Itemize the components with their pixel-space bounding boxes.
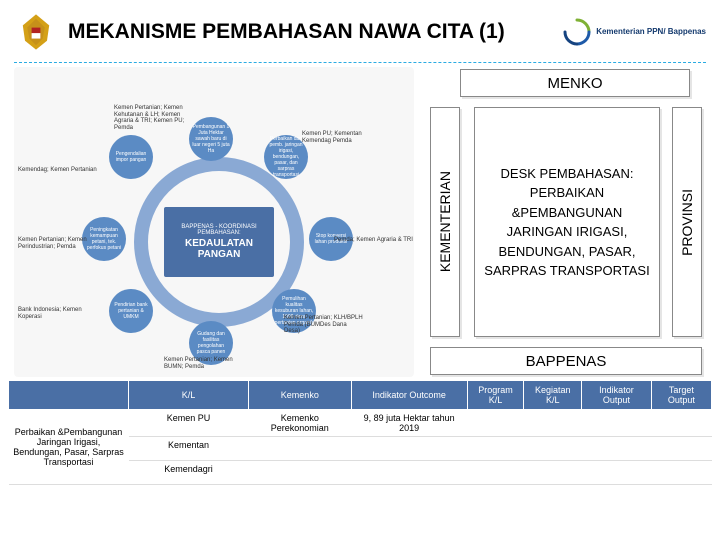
menko-box: MENKO (460, 69, 690, 97)
table-cell (249, 461, 352, 485)
logo-text: Kementerian PPN/ Bappenas (596, 28, 706, 37)
table-cell (524, 437, 582, 461)
table-cell (651, 461, 711, 485)
diagram-outer-label: Kemen Pertanian; Kemen Kehutanan & LH; K… (114, 105, 194, 131)
table-header (9, 381, 129, 410)
table-header: Indikator Output (582, 381, 652, 410)
diagram-outer-label: Pemda; Kemen Agraria & TRI (334, 237, 414, 244)
table-header: Indikator Outcome (351, 381, 467, 410)
diagram-outer-label: Kemen Pertanian; KLH/BPLH Pemda (BUMDes … (284, 315, 364, 335)
circular-diagram: BAPPENAS - KOORDINASI PEMBAHASAN: KEDAUL… (14, 67, 414, 377)
table-header: K/L (129, 381, 249, 410)
diagram-outer-label: Kemendag; Kemen Pertanian (18, 167, 98, 174)
table-cell (351, 437, 467, 461)
garuda-icon (14, 10, 58, 54)
table-cell (651, 437, 711, 461)
diagram-center: BAPPENAS - KOORDINASI PEMBAHASAN: KEDAUL… (164, 207, 274, 277)
table-cell (582, 437, 652, 461)
diagram-node: Pendirian bank pertanian & UMKM (109, 289, 153, 333)
table-cell: Kemendagri (129, 461, 249, 485)
page-title: MEKANISME PEMBAHASAN NAWA CITA (1) (68, 20, 552, 44)
table-cell (524, 410, 582, 437)
table-cell (467, 437, 524, 461)
table-cell: Kemenko Perekonomian (249, 410, 352, 437)
diagram-outer-label: Kemen Pertanian; Kemen BUMN; Pemda (164, 357, 244, 370)
bappenas-box: BAPPENAS (430, 347, 702, 375)
table-cell: Perbaikan &Pembangunan Jaringan Irigasi,… (9, 410, 129, 485)
diagram-outer-label: Bank Indonesia; Kemen Koperasi (18, 307, 98, 320)
table-header: Kemenko (249, 381, 352, 410)
desk-box: DESK PEMBAHASAN: PERBAIKAN &PEMBANGUNAN … (474, 107, 660, 337)
table-cell: 9, 89 juta Hektar tahun 2019 (351, 410, 467, 437)
table-row: Perbaikan &Pembangunan Jaringan Irigasi,… (9, 410, 712, 437)
table-cell (467, 461, 524, 485)
table-header: Target Output (651, 381, 711, 410)
diagram-outer-label: Kemen Pertanian; Kemen Perindustrian; Pe… (18, 237, 98, 250)
table-cell (582, 461, 652, 485)
table-cell (524, 461, 582, 485)
diagram-node: Pembangunan 1 Juta Hektar sawah baru di … (189, 117, 233, 161)
main-diagram-area: BAPPENAS - KOORDINASI PEMBAHASAN: KEDAUL… (0, 67, 720, 379)
diagram-outer-label: Kemen PU; Kementan Kemendag Pemda (302, 131, 382, 144)
table-cell: Kemen PU (129, 410, 249, 437)
table-header: Program K/L (467, 381, 524, 410)
provinsi-box: PROVINSI (672, 107, 702, 337)
bappenas-logo: Kementerian PPN/ Bappenas (562, 17, 706, 47)
table-header: Kegiatan K/L (524, 381, 582, 410)
divider (14, 62, 706, 63)
table-cell (249, 437, 352, 461)
table-cell: Kementan (129, 437, 249, 461)
table-cell (351, 461, 467, 485)
table-cell (651, 410, 711, 437)
table-cell (582, 410, 652, 437)
table-cell (467, 410, 524, 437)
kementerian-box: KEMENTERIAN (430, 107, 460, 337)
data-table: K/LKemenkoIndikator OutcomeProgram K/LKe… (8, 380, 712, 485)
diagram-node: Pengendalian impor pangan (109, 135, 153, 179)
